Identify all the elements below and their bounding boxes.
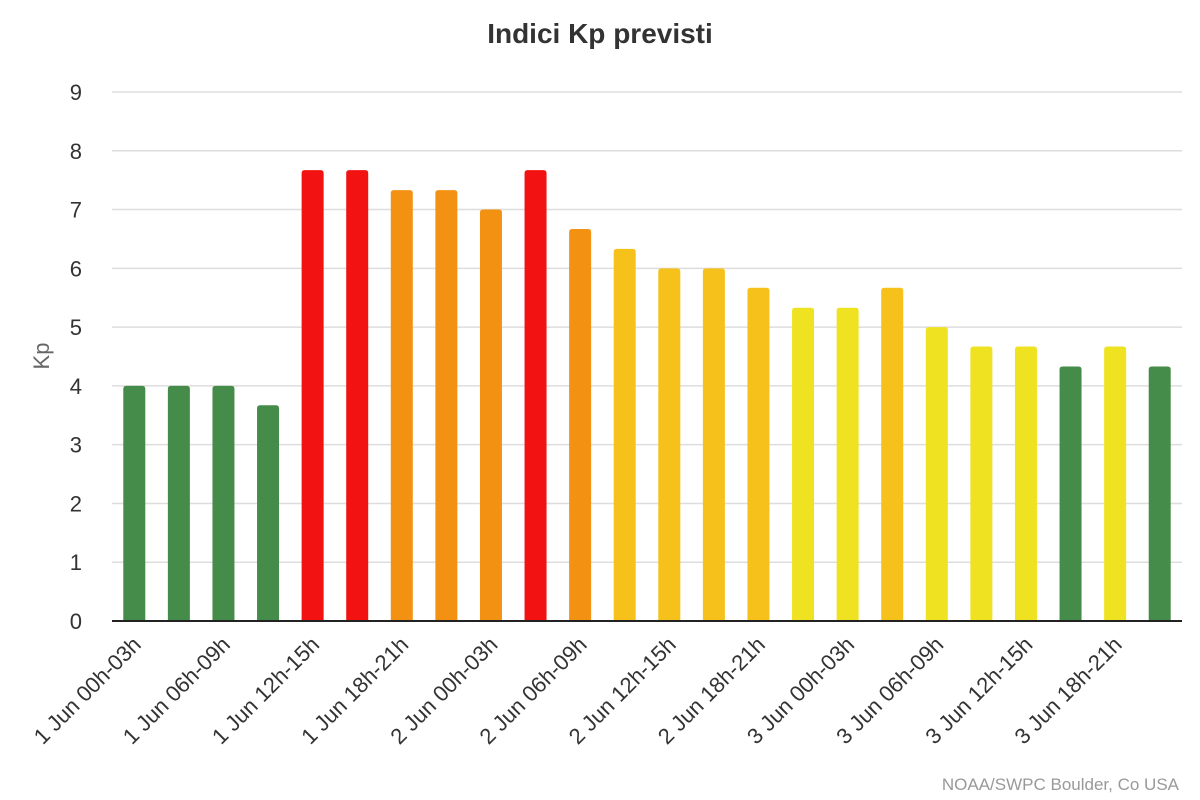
bar [1148, 366, 1171, 621]
bar [524, 170, 547, 621]
chart-title: Indici Kp previsti [487, 18, 713, 49]
bar [925, 327, 948, 621]
y-tick-label: 7 [70, 198, 82, 223]
bar [836, 307, 859, 621]
y-tick-label: 0 [70, 609, 82, 634]
bar [123, 385, 146, 621]
bar [390, 190, 413, 622]
bar [569, 228, 592, 622]
y-tick-label: 4 [70, 374, 82, 399]
bar [301, 170, 324, 621]
y-tick-label: 1 [70, 550, 82, 575]
bar [702, 268, 725, 621]
y-tick-label: 3 [70, 433, 82, 458]
bar [1014, 346, 1037, 621]
bar [747, 287, 770, 621]
y-axis-ticks: 0 1 2 3 4 5 6 7 8 9 [70, 80, 82, 634]
bar [479, 209, 502, 622]
y-tick-label: 2 [70, 491, 82, 516]
bar [346, 170, 369, 621]
bar [212, 385, 235, 621]
bar [881, 287, 904, 621]
bar [613, 248, 636, 622]
y-tick-label: 8 [70, 139, 82, 164]
y-axis-label: Kp [29, 343, 54, 370]
bar [435, 190, 458, 622]
bar [167, 385, 190, 621]
bars [123, 170, 1171, 622]
bar [257, 405, 280, 621]
y-tick-label: 5 [70, 315, 82, 340]
bar [970, 346, 993, 621]
credit-text: NOAA/SWPC Boulder, Co USA [942, 775, 1180, 794]
gridlines [112, 91, 1182, 563]
bar [792, 307, 815, 621]
y-tick-label: 9 [70, 80, 82, 105]
bar [1059, 366, 1082, 621]
y-tick-label: 6 [70, 256, 82, 281]
bar [1104, 346, 1127, 621]
bar [658, 268, 681, 621]
